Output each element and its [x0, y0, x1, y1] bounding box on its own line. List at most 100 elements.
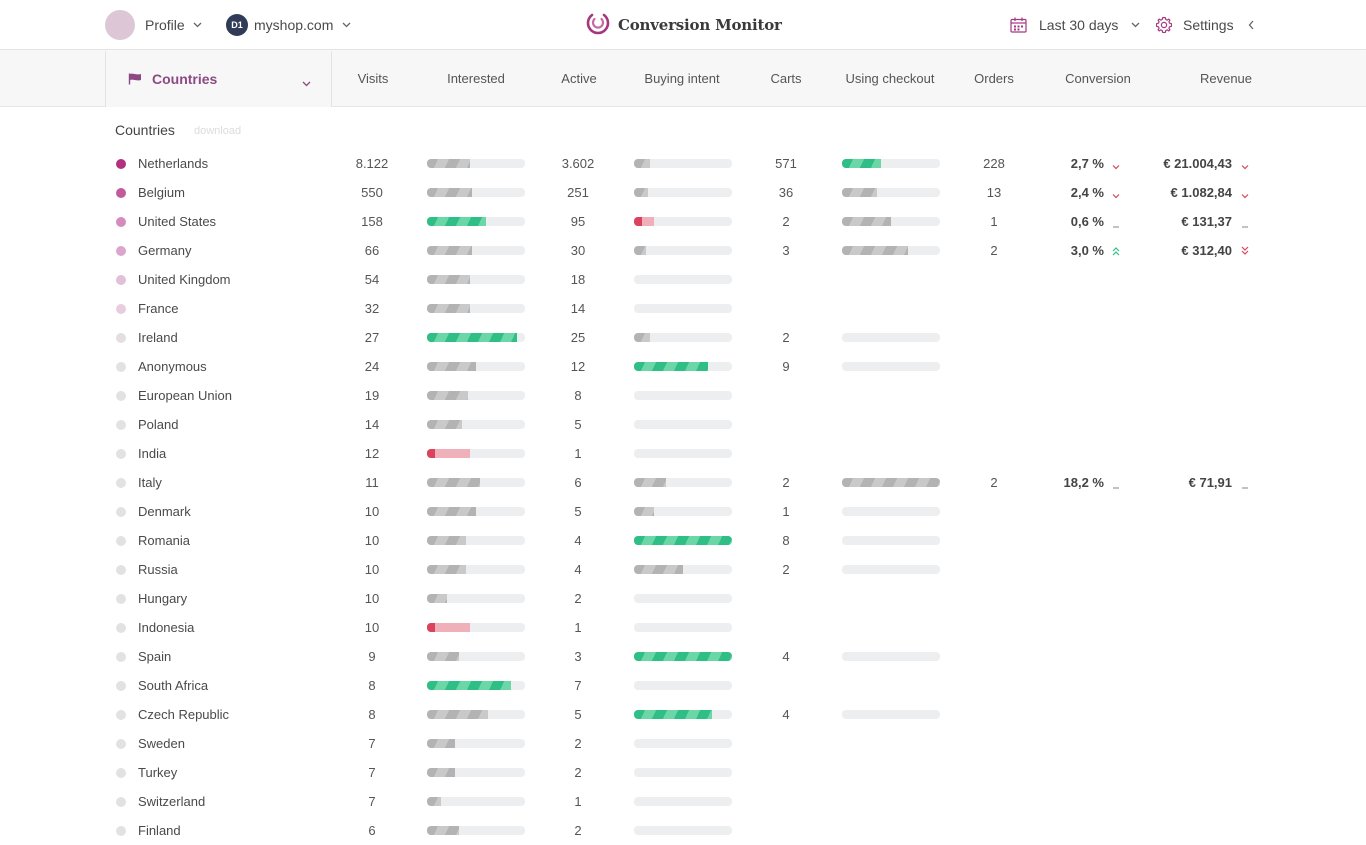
- table-row[interactable]: Czech Republic 8 5 4: [0, 700, 1366, 729]
- visits-value: 66: [364, 243, 380, 258]
- table-row[interactable]: France 32 14: [0, 294, 1366, 323]
- table-row[interactable]: European Union 19 8: [0, 381, 1366, 410]
- column-header-carts[interactable]: Carts: [770, 71, 802, 86]
- interested-bar-fill: [427, 507, 476, 516]
- checkout-bar-fill: [842, 478, 940, 487]
- country-dot: [116, 594, 126, 604]
- country-dot: [116, 159, 126, 169]
- checkout-bar: [842, 188, 940, 197]
- interested-bar: [427, 304, 525, 313]
- country-dot: [116, 739, 126, 749]
- visits-value: 7: [368, 765, 376, 780]
- table-row[interactable]: Russia 10 4 2: [0, 555, 1366, 584]
- active-value: 2: [574, 823, 582, 838]
- table-row[interactable]: South Africa 8 7: [0, 671, 1366, 700]
- table-row[interactable]: Switzerland 7 1: [0, 787, 1366, 816]
- revenue-value: € 71,91: [1188, 475, 1232, 490]
- interested-bar: [427, 275, 525, 284]
- table-row[interactable]: Hungary 10 2: [0, 584, 1366, 613]
- country-name: Spain: [138, 649, 172, 664]
- table-row[interactable]: Turkey 7 2: [0, 758, 1366, 787]
- visits-value: 8: [368, 678, 376, 693]
- column-header-buying-intent[interactable]: Buying intent: [644, 71, 720, 86]
- interested-bar-fill: [427, 391, 468, 400]
- table-row[interactable]: Italy 11 6 2 2 18,2 % € 71,91: [0, 468, 1366, 497]
- countries-table: Netherlands 8.122 3.602 571 228 2,7 % € 21.004…: [0, 149, 1366, 845]
- interested-bar-fill: [427, 739, 455, 748]
- buying-intent-bar: [634, 449, 732, 458]
- table-row[interactable]: Anonymous 24 12 9: [0, 352, 1366, 381]
- interested-bar: [427, 159, 525, 168]
- table-row[interactable]: India 12 1: [0, 439, 1366, 468]
- buying-intent-bar: [634, 304, 732, 313]
- active-value: 2: [574, 591, 582, 606]
- download-link[interactable]: download: [194, 125, 242, 137]
- date-range-selector[interactable]: Last 30 days: [1010, 0, 1140, 50]
- country-name: France: [138, 301, 179, 316]
- profile-menu[interactable]: Profile: [105, 0, 203, 50]
- country-dot: [116, 565, 126, 575]
- section-title: Countries: [115, 122, 175, 138]
- buying-intent-bar: [634, 217, 732, 226]
- buying-intent-bar: [634, 391, 732, 400]
- settings-menu[interactable]: Settings: [1155, 0, 1254, 50]
- column-header-orders[interactable]: Orders: [974, 71, 1014, 86]
- visits-value: 27: [364, 330, 380, 345]
- chevron-left-icon[interactable]: [1248, 20, 1254, 30]
- table-row[interactable]: Ireland 27 25 2: [0, 323, 1366, 352]
- column-header-visits[interactable]: Visits: [357, 71, 389, 86]
- interested-bar: [427, 188, 525, 197]
- buying-intent-bar: [634, 768, 732, 777]
- dimension-selector[interactable]: Countries: [105, 51, 332, 107]
- table-row[interactable]: Poland 14 5: [0, 410, 1366, 439]
- column-header-using-checkout[interactable]: Using checkout: [845, 71, 935, 86]
- checkout-bar: [842, 565, 940, 574]
- buying-intent-bar: [634, 594, 732, 603]
- visits-value: 10: [364, 562, 380, 577]
- visits-value: 54: [364, 272, 380, 287]
- table-row[interactable]: Indonesia 10 1: [0, 613, 1366, 642]
- country-name: Indonesia: [138, 620, 195, 635]
- country-dot: [116, 333, 126, 343]
- country-dot: [116, 826, 126, 836]
- table-row[interactable]: Spain 9 3 4: [0, 642, 1366, 671]
- interested-bar: [427, 333, 525, 342]
- table-row[interactable]: Romania 10 4 8: [0, 526, 1366, 555]
- country-dot: [116, 246, 126, 256]
- interested-bar-fill: [427, 536, 466, 545]
- top-bar: Profile D1 myshop.com Conversion Monitor: [0, 0, 1366, 50]
- column-header-active[interactable]: Active: [561, 71, 597, 86]
- shop-selector[interactable]: D1 myshop.com: [226, 0, 351, 50]
- table-row[interactable]: Sweden 7 2: [0, 729, 1366, 758]
- table-row[interactable]: United States 158 95 2 1 0,6 % € 131,37: [0, 207, 1366, 236]
- visits-value: 12: [364, 446, 380, 461]
- interested-bar-fill: [427, 449, 470, 458]
- active-value: 2: [574, 765, 582, 780]
- table-row[interactable]: United Kingdom 54 18: [0, 265, 1366, 294]
- country-name: Germany: [138, 243, 192, 258]
- active-value: 18: [570, 272, 586, 287]
- checkout-bar: [842, 652, 940, 661]
- interested-bar: [427, 391, 525, 400]
- country-name: South Africa: [138, 678, 209, 693]
- active-value: 2: [574, 736, 582, 751]
- active-value: 4: [574, 562, 582, 577]
- avatar: [105, 10, 135, 40]
- chevron-down-icon: [193, 20, 203, 30]
- table-row[interactable]: Finland 6 2: [0, 816, 1366, 845]
- conversion-trend-icon: [1111, 246, 1121, 258]
- visits-value: 8: [368, 707, 376, 722]
- column-header-conversion[interactable]: Conversion: [1065, 71, 1131, 86]
- table-row[interactable]: Netherlands 8.122 3.602 571 228 2,7 % € 21.004…: [0, 149, 1366, 178]
- visits-value: 6: [368, 823, 376, 838]
- column-header-interested[interactable]: Interested: [447, 71, 505, 86]
- visits-value: 10: [364, 591, 380, 606]
- table-row[interactable]: Belgium 550 251 36 13 2,4 % € 1.082,84: [0, 178, 1366, 207]
- carts-value: 4: [782, 649, 790, 664]
- shop-badge: D1: [226, 14, 248, 36]
- table-row[interactable]: Denmark 10 5 1: [0, 497, 1366, 526]
- country-name: United States: [138, 214, 217, 229]
- table-row[interactable]: Germany 66 30 3 2 3,0 % € 312,40: [0, 236, 1366, 265]
- column-header-revenue[interactable]: Revenue: [1199, 71, 1253, 86]
- active-value: 8: [574, 388, 582, 403]
